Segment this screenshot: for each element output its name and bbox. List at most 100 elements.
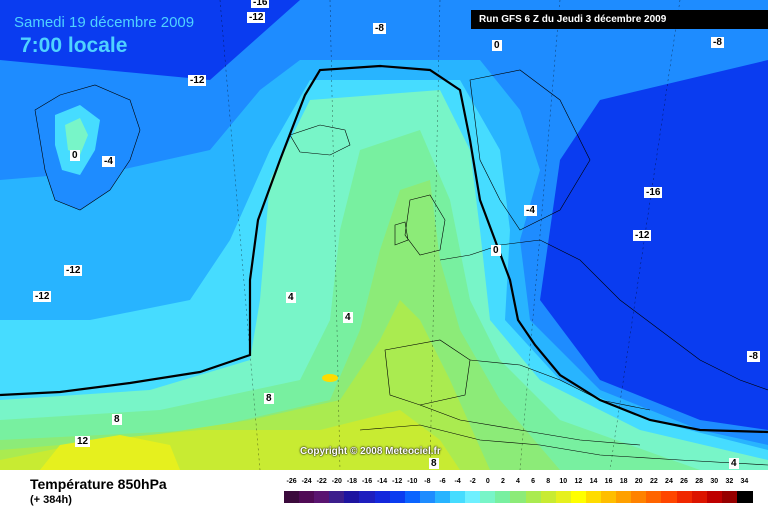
scale-swatch: [374, 491, 391, 503]
scale-swatch: [555, 491, 572, 503]
scale-label: 22: [649, 478, 658, 485]
scale-label: -10: [407, 478, 418, 485]
scale-label: -2: [469, 478, 476, 485]
scale-swatch: [434, 491, 451, 503]
scale-label: 8: [546, 478, 551, 485]
parameter-name: Température 850hPa: [30, 476, 167, 492]
scale-swatch: [389, 491, 406, 503]
north-africa-coastline: [359, 424, 768, 466]
iceland-outline: [289, 124, 351, 156]
scale-label: 4: [516, 478, 520, 485]
scale-label: -20: [331, 478, 342, 485]
longitude-lines: [219, 0, 681, 470]
contour-label: 0: [491, 245, 501, 256]
scale-swatch: [646, 491, 663, 503]
zero-isotherm: [0, 64, 768, 434]
scale-label: 6: [531, 478, 536, 485]
scale-swatch: [314, 491, 331, 503]
contour-label: 0: [492, 40, 502, 51]
scale-swatch: [465, 491, 482, 503]
scale-swatch: [510, 491, 527, 503]
scale-label: -16: [361, 478, 373, 485]
scale-swatch: [721, 491, 738, 503]
contour-label: 8: [112, 414, 122, 425]
scale-label: -8: [424, 478, 431, 485]
scale-label: -14: [377, 478, 388, 485]
scale-label: -6: [439, 478, 446, 485]
scale-swatch: [329, 491, 346, 503]
forecast-time: 7:00 locale: [20, 34, 128, 57]
forecast-date: Samedi 19 décembre 2009: [14, 14, 195, 31]
contour-label: -4: [524, 205, 537, 216]
scale-swatch: [419, 491, 436, 503]
contour-label: 4: [343, 312, 353, 323]
scale-label: -18: [346, 478, 357, 485]
copyright-notice: Copyright © 2008 Meteociel.fr: [300, 446, 441, 457]
contour-label: 0: [70, 150, 80, 161]
contour-label: -12: [188, 75, 207, 86]
british-isles-outline: [394, 194, 446, 256]
band-plus4: [0, 130, 700, 470]
scale-swatch: [450, 491, 467, 503]
scale-swatch: [706, 491, 723, 503]
scale-label: 32: [725, 478, 734, 485]
contour-label: -16: [251, 0, 270, 8]
scale-label: 16: [604, 478, 613, 485]
model-run-info: Run GFS 6 Z du Jeudi 3 décembre 2009: [471, 10, 768, 29]
scale-label: 20: [634, 478, 643, 485]
contour-label: -4: [102, 156, 115, 167]
scale-label: -22: [316, 478, 327, 485]
greenland-ice-core: [65, 118, 88, 155]
scale-swatch: [540, 491, 557, 503]
contour-label: -16: [644, 187, 663, 198]
scale-swatch: [736, 491, 753, 503]
iberia-outline: [384, 339, 471, 406]
scale-label: -4: [454, 478, 461, 485]
contour-label: -12: [247, 12, 266, 23]
temperature-map: [0, 0, 768, 470]
contour-label: 4: [729, 458, 739, 469]
scale-swatch: [495, 491, 512, 503]
scale-swatch: [585, 491, 602, 503]
scandinavia-outline: [469, 69, 591, 231]
scale-label: 28: [695, 478, 704, 485]
contour-label: 8: [429, 458, 439, 469]
color-scale: -26 -24 -22 -20 -18 -16 -14 -12 -10 -8 -6 -4 -2 0 2 4 6 8…: [284, 478, 753, 508]
scale-swatch: [691, 491, 708, 503]
scale-swatch: [359, 491, 376, 503]
scale-label: 18: [619, 478, 628, 485]
scale-swatch: [570, 491, 587, 503]
scale-label: 24: [665, 478, 673, 485]
contour-label: -12: [33, 291, 52, 302]
europe-coastline: [419, 239, 768, 446]
contour-label: -8: [373, 23, 386, 34]
scale-swatch: [404, 491, 421, 503]
scale-swatch: [344, 491, 361, 503]
scale-swatch: [299, 491, 316, 503]
scale-label: 14: [589, 478, 598, 485]
scale-label: 12: [574, 478, 583, 485]
scale-label: 30: [710, 478, 719, 485]
contour-label: -12: [64, 265, 83, 276]
scale-swatch: [480, 491, 497, 503]
scale-label: 10: [559, 478, 568, 485]
scale-swatch: [676, 491, 693, 503]
scale-swatch: [525, 491, 542, 503]
band-plus14: [322, 374, 338, 382]
forecast-horizon: (+ 384h): [30, 494, 72, 506]
contour-label: 12: [75, 436, 91, 447]
scale-label: -24: [301, 478, 312, 485]
contour-label: 4: [286, 292, 296, 303]
scale-label: 0: [485, 478, 490, 485]
scale-label: 26: [680, 478, 688, 485]
scale-label: 34: [740, 478, 749, 485]
contour-label: -8: [747, 351, 760, 362]
scale-swatch: [631, 491, 648, 503]
scale-swatch: [661, 491, 678, 503]
scale-label: -12: [392, 478, 403, 485]
contour-label: -12: [633, 230, 652, 241]
scale-label: 2: [500, 478, 505, 485]
scale-swatch: [284, 491, 300, 503]
contour-label: -8: [711, 37, 724, 48]
